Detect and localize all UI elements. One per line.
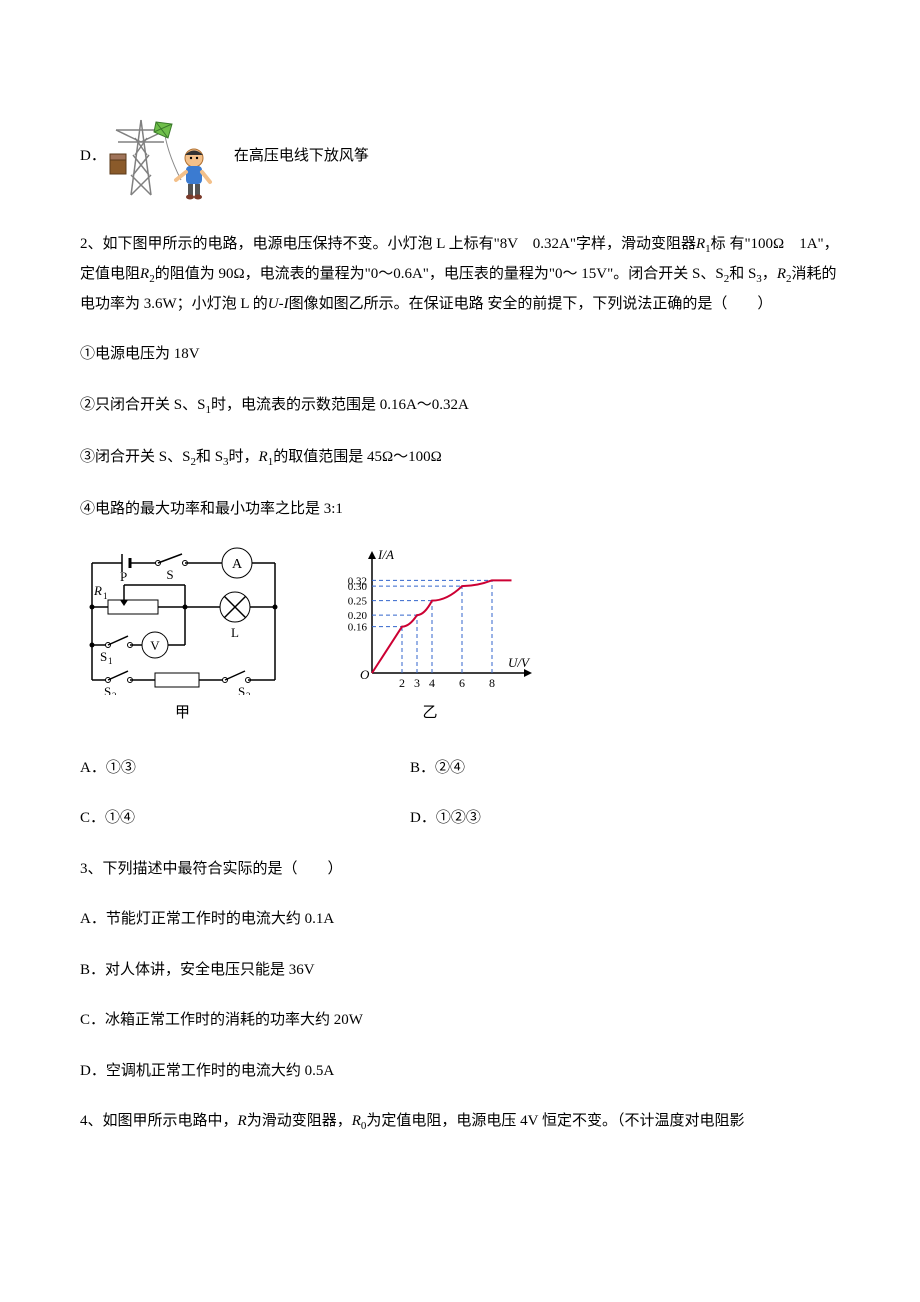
q2-s3r: R [259,449,268,465]
q2-l3a: 15V"。闭合开关 S、S [581,266,723,282]
q2-options-row2: C．①④ D．①②③ [80,804,840,833]
svg-text:8: 8 [489,676,495,690]
q4-r: R [238,1113,247,1129]
q2-statement-4: ④电路的最大功率和最小功率之比是 3:1 [80,495,840,524]
q2-l2b: R [140,266,149,282]
q2-graph-figure: I/AU/VO0.320.300.250.200.1623468 乙 [325,545,535,728]
q1-option-d-prefix: D． [80,142,106,171]
svg-text:P: P [120,569,127,584]
q3-option-c: C．冰箱正常工作时的消耗的功率大约 20W [80,1006,840,1035]
q2-statement-2: ②只闭合开关 S、S1时，电流表的示数范围是 0.16A～0.32A [80,391,840,421]
q3-stem: 3、下列描述中最符合实际的是（ ） [80,855,840,884]
q3-option-b: B．对人体讲，安全电压只能是 36V [80,956,840,985]
q2-option-b: B．②④ [410,754,740,783]
q2-s3a: ③闭合开关 S、S [80,449,190,465]
q2-l4: 安全的前提下，下列说法正确的是（ ） [487,296,772,312]
q2-l3e: 图像如图乙所示。在保证电路 [289,296,484,312]
svg-text:2: 2 [399,676,405,690]
q2-s3d: 的取值范围是 45Ω～100Ω [273,449,442,465]
q4-c: 为定值电阻，电源电压 4V 恒定不变。（不计温度对电阻影 [366,1113,744,1129]
q2-l3u: U [268,296,279,312]
svg-text:R: R [169,692,178,695]
q2-r1-italic: R [696,236,705,252]
svg-text:S: S [238,684,245,695]
q4-b: 为滑动变阻器， [247,1113,352,1129]
svg-text:1: 1 [103,591,108,601]
kite-tower-icon [106,110,226,202]
svg-text:S: S [100,649,107,664]
svg-text:6: 6 [459,676,465,690]
svg-text:0.25: 0.25 [348,596,368,608]
svg-text:0.20: 0.20 [348,610,368,622]
q2-fig2-label: 乙 [422,699,437,728]
q2-option-c: C．①④ [80,804,410,833]
q4-r0: R [352,1113,361,1129]
q2-option-a: A．①③ [80,754,410,783]
q2-s3b: 和 S [196,449,223,465]
svg-text:R: R [93,583,102,598]
q1-option-d-row: D． [80,110,840,202]
q2-l3b: 和 S [729,266,756,282]
q2-l3c: ， [762,266,777,282]
q2-s3c: 时， [229,449,259,465]
q2-l3r2: R [777,266,786,282]
q4-stem: 4、如图甲所示电路中，R为滑动变阻器，R0为定值电阻，电源电压 4V 恒定不变。… [80,1107,840,1137]
q2-option-d: D．①②③ [410,804,740,833]
q2-circuit-figure: SAPR1LS1VS2R2S3 甲 [80,545,285,728]
q3-option-a: A．节能灯正常工作时的电流大约 0.1A [80,905,840,934]
q2-s2a: ②只闭合开关 S、S [80,397,205,413]
q1-option-d-text: 在高压电线下放风筝 [234,142,369,171]
svg-text:0.16: 0.16 [348,622,368,634]
svg-text:I/A: I/A [377,547,394,562]
svg-text:1: 1 [108,656,113,666]
svg-text:4: 4 [429,676,435,690]
svg-text:O: O [360,667,370,682]
svg-text:V: V [150,638,160,653]
q2-fig1-label: 甲 [175,699,190,728]
q2-stem: 2、如下图甲所示的电路，电源电压保持不变。小灯泡 L 上标有"8V 0.32A"… [80,230,840,318]
q2-statement-3: ③闭合开关 S、S2和 S3时，R1的取值范围是 45Ω～100Ω [80,443,840,473]
svg-text:U/V: U/V [508,655,531,670]
svg-text:0.30: 0.30 [348,581,368,593]
q2-statement-1: ①电源电压为 18V [80,340,840,369]
q4-a: 4、如图甲所示电路中， [80,1113,238,1129]
q3-option-d: D．空调机正常工作时的电流大约 0.5A [80,1057,840,1086]
svg-text:S: S [104,684,111,695]
q2-r1-tail: 标 [711,236,726,252]
q2-l2c: 的阻值为 90Ω，电流表的量程为"0～0.6A"，电压表的量程为"0～ [155,266,578,282]
svg-text:L: L [231,625,239,640]
q2-s2b: 时，电流表的示数范围是 0.16A～0.32A [211,397,469,413]
q2-options-row1: A．①③ B．②④ [80,754,840,783]
svg-text:3: 3 [246,691,251,695]
svg-text:3: 3 [414,676,420,690]
q2-figures-row: SAPR1LS1VS2R2S3 甲 I/AU/VO0.320.300.250.2… [80,545,840,728]
svg-text:2: 2 [112,691,117,695]
svg-text:S: S [166,567,173,582]
svg-text:A: A [232,557,243,572]
q2-stem-line1: 2、如下图甲所示的电路，电源电压保持不变。小灯泡 L 上标有"8V 0.32A"… [80,236,696,252]
